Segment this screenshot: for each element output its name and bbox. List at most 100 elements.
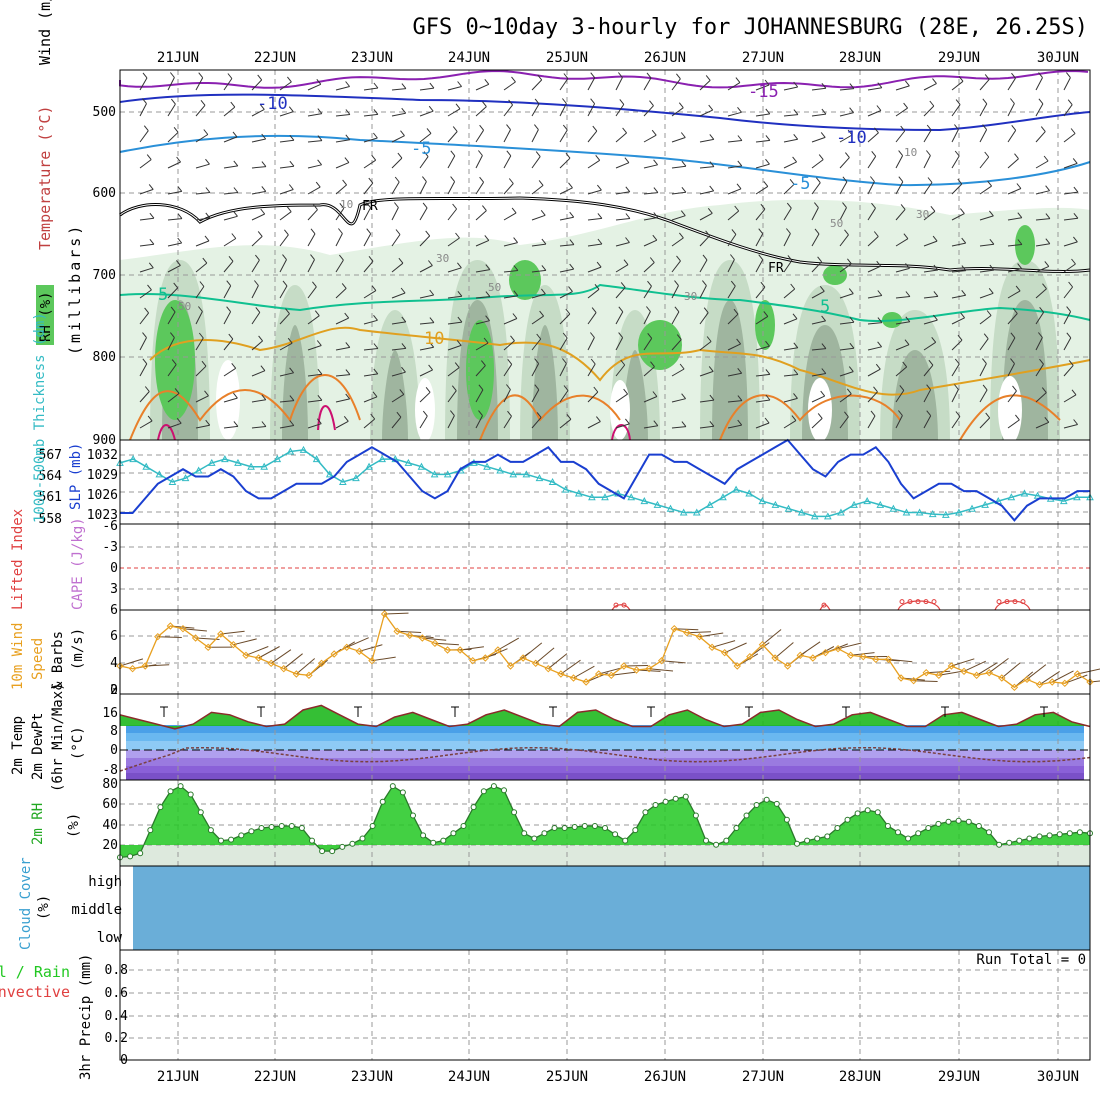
wind-barb-flag — [317, 135, 323, 141]
wind-barb-flag — [255, 307, 261, 313]
wind-speed-marker — [632, 666, 641, 674]
wind-barb-flag — [454, 362, 460, 368]
wind-speed-marker — [1023, 675, 1031, 684]
rh-marker — [238, 832, 245, 839]
slp-thickness-panel: 1032 1029 1026 1023 567 564 561 558 1000-500mb … — [32, 312, 1094, 527]
wind-barb-flag — [341, 283, 347, 289]
wind-barb-flag — [282, 280, 288, 287]
rh-marker — [197, 809, 204, 816]
wind-barb-flag — [653, 187, 659, 193]
rh-marker — [581, 823, 588, 829]
wind-barb — [979, 215, 994, 221]
wind-barb-flag — [513, 237, 518, 243]
wind-barb — [923, 182, 933, 195]
wind-barb — [895, 390, 905, 403]
wind-barb-flag — [401, 107, 407, 114]
wind-barb — [811, 418, 823, 429]
wind10-barb — [522, 642, 543, 659]
wind-barb-flag — [429, 317, 435, 323]
wind-barb — [223, 425, 238, 429]
wind-barb-flag — [989, 238, 995, 245]
wind-barb — [139, 391, 150, 403]
wind-barb — [699, 285, 707, 299]
wind-barb — [447, 208, 457, 221]
thickness-marker — [1059, 497, 1068, 505]
tick-label: 40 — [102, 818, 118, 833]
wind-barb-flag — [345, 393, 351, 400]
wind-barb-flag — [709, 185, 715, 192]
wind-barb — [279, 139, 294, 143]
wind-barb-flag — [876, 105, 882, 111]
wind-barb — [783, 233, 791, 247]
rh-marker — [127, 853, 134, 860]
wind-barb — [1063, 311, 1072, 325]
wind-barb — [279, 425, 294, 429]
wind-speed-marker — [897, 674, 905, 682]
wind-speed-marker — [557, 670, 565, 678]
wind-barb-flag — [737, 106, 742, 113]
wind-barb-flag — [681, 421, 687, 427]
wind-barb-flag — [1039, 306, 1044, 313]
wind-barb-flag — [563, 385, 569, 391]
wind-barb-flag — [316, 418, 322, 425]
wind-barb — [979, 389, 988, 403]
wind10-barb — [485, 648, 508, 659]
tick-label: 1023 — [87, 508, 118, 523]
wind-barb — [419, 265, 433, 273]
rh-marker — [723, 837, 730, 844]
wind-barb-flag — [707, 207, 713, 214]
run-total-label: Run Total = 0 — [976, 952, 1086, 968]
wind-barb-flag — [456, 340, 462, 346]
wind-barb-flag — [930, 205, 936, 212]
wind-barb-flag — [988, 287, 994, 294]
wind-barb-flag — [289, 134, 295, 141]
wind-barb-flag — [397, 152, 403, 159]
wind-barb-flag — [176, 260, 181, 266]
wind-barb-flag — [148, 184, 154, 190]
wind-barb-flag — [597, 213, 603, 219]
wind-barb — [615, 218, 630, 221]
rh-marker — [268, 824, 275, 830]
wind-barb — [419, 156, 429, 169]
wind-barb — [1063, 241, 1078, 247]
rh-marker — [319, 848, 326, 855]
wind-barb — [1007, 290, 1021, 299]
wind-barb — [167, 264, 181, 273]
wind-barb — [923, 319, 938, 325]
wind-barb-flag — [702, 254, 708, 261]
wind10-barb — [1064, 674, 1088, 684]
wind-barb-flag — [345, 81, 350, 87]
wind-barb — [391, 416, 402, 429]
wind-barb — [559, 129, 568, 143]
wind-speed-marker — [443, 646, 452, 654]
wind-barb-flag — [315, 181, 321, 188]
wind-barb — [419, 207, 428, 221]
wind10-barb — [573, 665, 595, 679]
wind-speed-marker — [217, 630, 225, 638]
wind-barb — [755, 286, 766, 299]
wind-barb-flag — [674, 280, 679, 286]
wind-barb — [587, 77, 596, 91]
wind-barb-flag — [147, 284, 152, 291]
wind-barb-flag — [1010, 358, 1015, 364]
wind-barb-flag — [425, 386, 431, 393]
wind-barb-flag — [226, 280, 232, 287]
wind-speed-marker — [355, 647, 364, 656]
wind-barb-flag — [535, 151, 541, 157]
rh-marker — [612, 831, 619, 838]
wind-barb — [755, 208, 766, 221]
wind-barb — [615, 393, 628, 403]
wind-barb — [895, 296, 910, 299]
wind-barb-flag — [457, 290, 463, 297]
wind-barb — [447, 415, 455, 429]
wind-barb-flag — [900, 204, 906, 210]
wind-barb-flag — [786, 202, 792, 209]
wind-barb — [419, 235, 431, 247]
wind-barb — [1063, 162, 1078, 169]
wind-barb — [391, 371, 406, 377]
wind-barb-flag — [819, 285, 825, 292]
wind-barb — [895, 267, 910, 273]
wind-speed-marker — [1048, 678, 1056, 686]
rh-marker — [157, 804, 164, 811]
wind-barb — [755, 422, 770, 429]
